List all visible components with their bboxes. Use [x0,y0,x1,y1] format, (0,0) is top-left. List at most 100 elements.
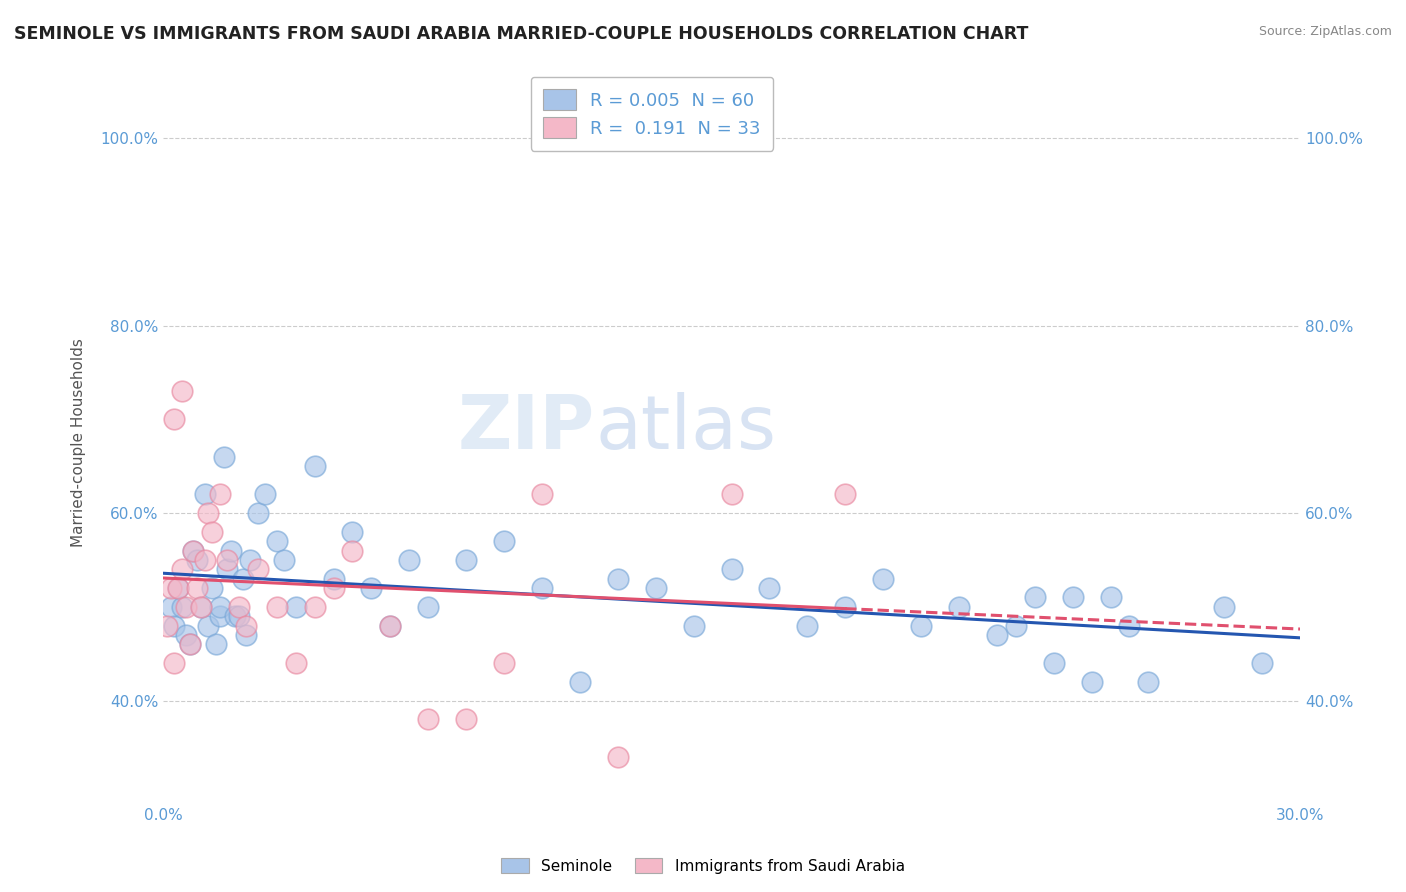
Point [208,599,231,614]
Point [418,712,440,726]
Point [834,599,856,614]
Point [156,618,179,632]
Point [235,618,257,632]
Point [834,487,856,501]
Point [219,543,242,558]
Point [239,553,262,567]
Point [1080,674,1102,689]
Point [456,712,478,726]
Point [194,553,217,567]
Point [1137,674,1160,689]
Point [948,599,970,614]
Point [163,618,186,632]
Point [197,618,219,632]
Point [179,637,201,651]
Point [228,609,250,624]
Point [167,581,190,595]
Point [758,581,780,595]
Point [163,656,186,670]
Point [273,553,295,567]
Point [266,599,288,614]
Point [159,599,181,614]
Point [201,524,224,539]
Text: Source: ZipAtlas.com: Source: ZipAtlas.com [1258,25,1392,38]
Point [174,599,197,614]
Point [205,637,228,651]
Legend: Seminole, Immigrants from Saudi Arabia: Seminole, Immigrants from Saudi Arabia [495,852,911,880]
Point [170,562,193,576]
Point [170,599,193,614]
Point [254,487,277,501]
Point [910,618,932,632]
Point [1004,618,1026,632]
Point [304,459,326,474]
Point [606,572,628,586]
Point [186,581,208,595]
Point [530,581,553,595]
Point [380,618,402,632]
Point [720,562,742,576]
Point [190,599,212,614]
Point [170,384,193,399]
Point [796,618,818,632]
Point [304,599,326,614]
Point [568,674,591,689]
Point [342,543,364,558]
Point [246,506,269,520]
Point [232,572,254,586]
Point [1118,618,1140,632]
Point [1251,656,1274,670]
Point [181,543,204,558]
Point [1213,599,1236,614]
Point [224,609,246,624]
Point [1024,591,1046,605]
Point [342,524,364,539]
Text: SEMINOLE VS IMMIGRANTS FROM SAUDI ARABIA MARRIED-COUPLE HOUSEHOLDS CORRELATION C: SEMINOLE VS IMMIGRANTS FROM SAUDI ARABIA… [14,25,1028,43]
Point [322,581,344,595]
Point [159,581,181,595]
Point [494,656,516,670]
Point [986,628,1008,642]
Point [606,749,628,764]
Point [235,628,257,642]
Point [212,450,235,464]
Point [179,637,201,651]
Point [174,628,197,642]
Point [530,487,553,501]
Point [266,534,288,549]
Legend: R = 0.005  N = 60, R =  0.191  N = 33: R = 0.005 N = 60, R = 0.191 N = 33 [530,77,773,151]
Point [197,506,219,520]
Point [872,572,894,586]
Point [682,618,704,632]
Point [194,487,217,501]
Point [190,599,212,614]
Point [1099,591,1122,605]
Point [217,562,239,576]
Point [246,562,269,576]
Point [186,553,208,567]
Point [380,618,402,632]
Point [201,581,224,595]
Y-axis label: Married-couple Households: Married-couple Households [72,338,86,548]
Point [418,599,440,614]
Point [217,553,239,567]
Point [644,581,666,595]
Point [1062,591,1084,605]
Point [494,534,516,549]
Text: atlas: atlas [595,392,776,465]
Point [163,412,186,426]
Point [181,543,204,558]
Point [208,609,231,624]
Point [360,581,382,595]
Point [456,553,478,567]
Point [167,581,190,595]
Point [720,487,742,501]
Point [284,656,307,670]
Text: ZIP: ZIP [458,392,595,465]
Point [208,487,231,501]
Point [322,572,344,586]
Point [228,599,250,614]
Point [1042,656,1064,670]
Point [398,553,420,567]
Point [284,599,307,614]
